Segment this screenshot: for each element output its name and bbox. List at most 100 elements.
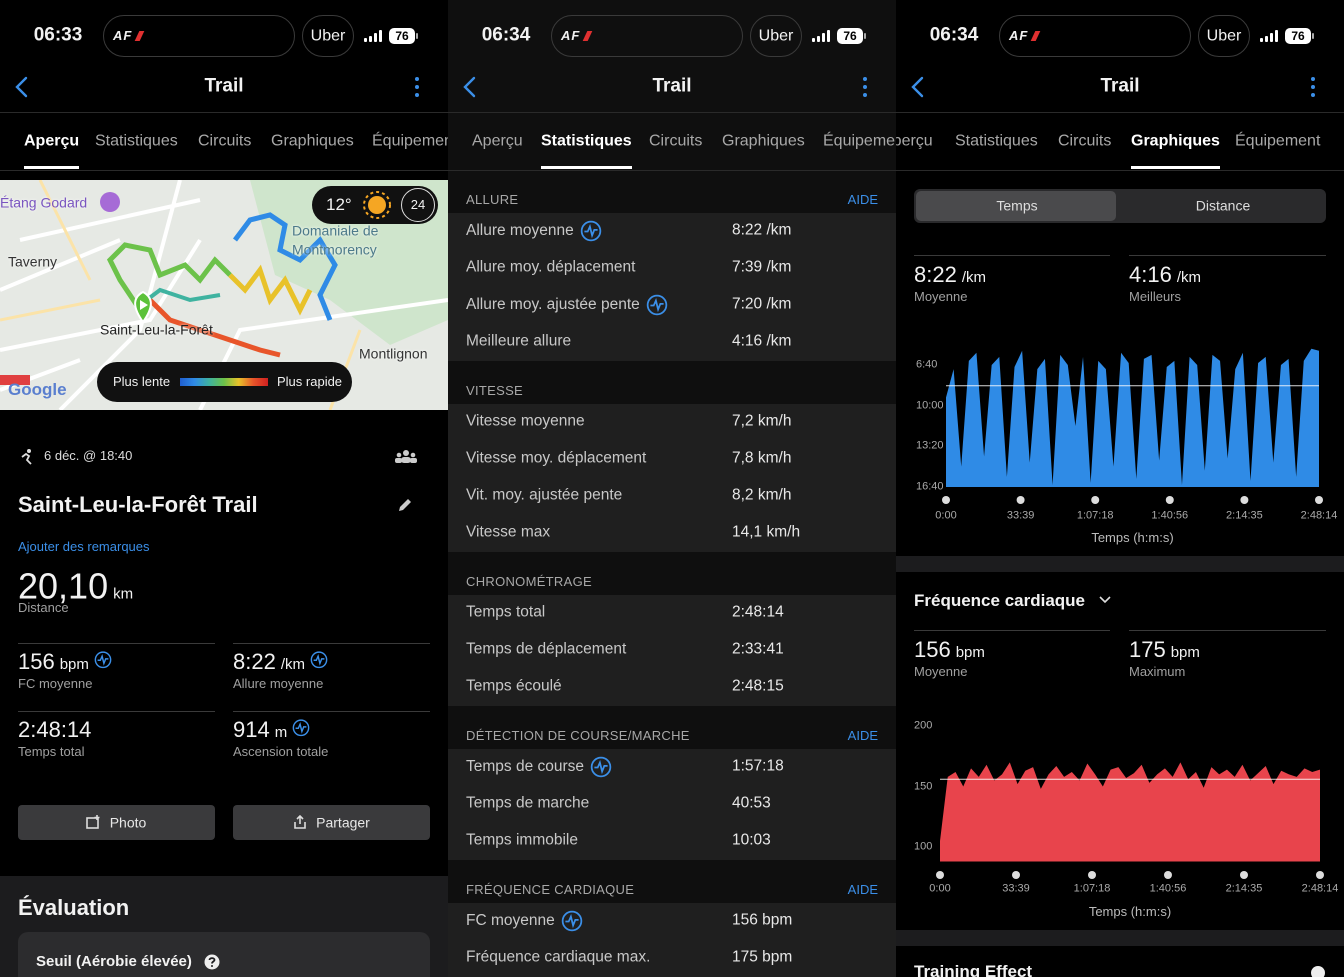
segment[interactable]: Temps: [996, 197, 1038, 214]
tab[interactable]: Circuits: [198, 132, 252, 150]
menu-dot[interactable]: [415, 77, 419, 81]
edit-icon[interactable]: [397, 497, 413, 513]
x-tick-label: 1:07:18: [1073, 882, 1111, 895]
unit: /km: [1176, 268, 1201, 286]
uber-pill: [750, 15, 802, 57]
group-icon[interactable]: [395, 449, 417, 463]
value-with-unit: 20,10 km: [18, 564, 133, 607]
help-icon[interactable]: [204, 954, 220, 970]
tab[interactable]: Graphiques: [271, 132, 354, 150]
unit: bpm: [955, 643, 985, 661]
value: 914: [233, 716, 270, 742]
menu-dot[interactable]: [863, 77, 867, 81]
menu-dot[interactable]: [863, 85, 867, 89]
tab[interactable]: Aperçu: [896, 132, 933, 150]
signal-bar: [1265, 36, 1268, 42]
text: Moyenne: [914, 289, 968, 305]
tab[interactable]: Statistiques: [955, 132, 1038, 150]
dropdown-chevron[interactable]: [1098, 595, 1112, 605]
tab[interactable]: Graphiques: [722, 132, 805, 150]
x-tick-dot: [1012, 871, 1021, 879]
text: Photo: [109, 814, 147, 831]
button[interactable]: [18, 805, 215, 840]
x-tick-dot: [1240, 496, 1249, 504]
battery: [837, 28, 863, 44]
divider: [233, 711, 430, 712]
text: 40:53: [732, 794, 771, 812]
back-button[interactable]: [12, 75, 32, 99]
text: Temps immobile: [466, 831, 578, 849]
segment[interactable]: Distance: [1195, 197, 1251, 214]
text: 06:33: [33, 24, 83, 46]
section-gap: [896, 930, 1344, 946]
dynamic-island: [999, 15, 1191, 57]
map-label: Taverny: [8, 253, 58, 270]
menu-dot[interactable]: [415, 85, 419, 89]
value-with-unit: 4:16/km: [1129, 262, 1201, 288]
signal-bar: [822, 33, 825, 42]
evaluation-card: [18, 932, 430, 977]
text: Maximum: [1129, 664, 1186, 680]
tab[interactable]: Aperçu: [24, 132, 80, 150]
value-with-unit: 175 bpm: [1129, 637, 1200, 663]
menu-dot[interactable]: [1311, 93, 1315, 97]
tab[interactable]: Statistiques: [541, 132, 632, 150]
help-link[interactable]: AIDE: [847, 728, 878, 744]
divider: [18, 643, 215, 644]
text: Ascension totale: [233, 744, 329, 760]
value-with-unit: 2:48:14: [18, 717, 91, 743]
tab[interactable]: Équipement: [1235, 132, 1321, 150]
value-with-unit: 8:22/km: [914, 262, 986, 288]
link[interactable]: Ajouter des remarques: [18, 539, 150, 555]
help-icon[interactable]: [1311, 966, 1325, 977]
tab[interactable]: Statistiques: [95, 132, 178, 150]
text: 2:33:41: [732, 640, 784, 658]
tab[interactable]: Circuits: [1058, 132, 1112, 150]
tab-underline: [24, 166, 79, 169]
tab[interactable]: Aperçu: [472, 132, 523, 150]
text: FC moyenne: [466, 910, 583, 932]
text: Temps total: [18, 744, 85, 760]
pulse-icon: [580, 220, 601, 242]
x-tick-dot: [936, 871, 944, 879]
tab-underline: [541, 166, 632, 169]
menu-dot[interactable]: [1311, 77, 1315, 81]
map-label: Domaniale de: [292, 222, 379, 239]
tab[interactable]: Équipement: [372, 132, 448, 150]
help-link[interactable]: AIDE: [847, 882, 878, 898]
x-tick-label: 0:00: [929, 882, 951, 895]
segment-active[interactable]: [916, 191, 1116, 221]
tab[interactable]: Graphiques: [1131, 132, 1220, 150]
text: Plus rapide: [277, 374, 343, 390]
menu-dot[interactable]: [1311, 85, 1315, 89]
x-tick-dot: [1165, 496, 1174, 504]
signal-bar: [1260, 38, 1263, 42]
text: 7:20 /km: [732, 295, 792, 313]
divider: [448, 112, 896, 113]
back-button[interactable]: [460, 75, 480, 99]
text: 156 bpm: [732, 911, 793, 929]
help-link[interactable]: AIDE: [847, 192, 878, 208]
text: Uber: [1206, 27, 1242, 45]
uber-pill: [302, 15, 354, 57]
battery-nub: [1312, 33, 1314, 39]
x-tick-label: 2:48:14: [1301, 882, 1339, 895]
text: 06:34: [929, 24, 979, 46]
divider: [0, 170, 448, 171]
unit: km: [113, 585, 134, 603]
text: 2:48:14: [732, 603, 784, 621]
map-label: Montmorency: [292, 241, 377, 258]
tab[interactable]: Équipement: [823, 132, 896, 150]
text: AF: [113, 28, 133, 44]
menu-dot[interactable]: [863, 93, 867, 97]
value: 175: [1129, 636, 1166, 662]
section-rows: [448, 213, 896, 361]
battery-nub: [864, 33, 866, 39]
tab[interactable]: Circuits: [649, 132, 703, 150]
divider: [1129, 630, 1326, 631]
menu-dot[interactable]: [415, 93, 419, 97]
back-button[interactable]: [908, 75, 928, 99]
x-tick-dot: [1239, 871, 1248, 879]
button[interactable]: [233, 805, 430, 840]
value: 8:22: [914, 261, 957, 287]
